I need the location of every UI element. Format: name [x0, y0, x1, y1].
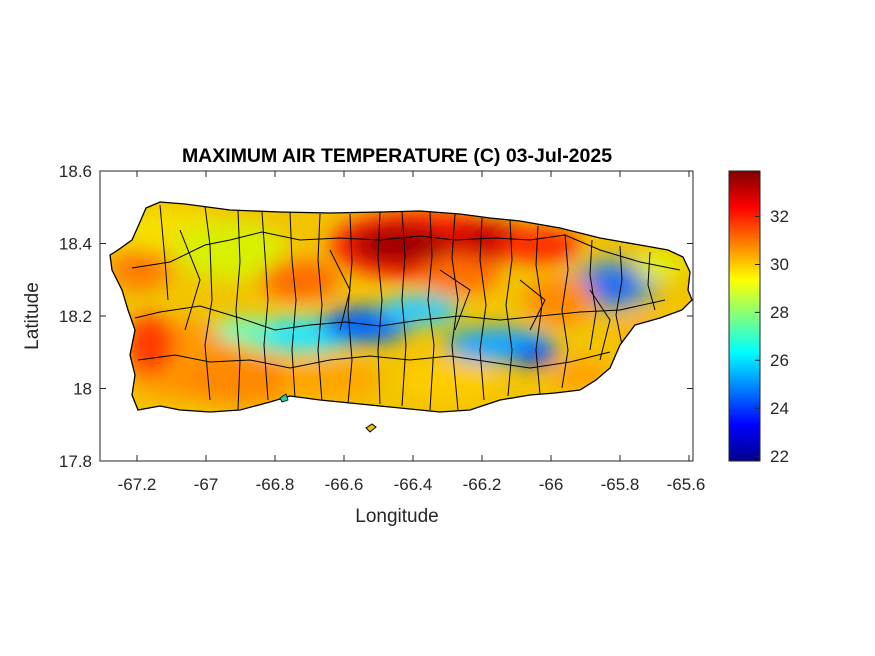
- x-axis: -67.2 -67 -66.8 -66.6 -66.4 -66.2 -66 -6…: [118, 171, 706, 494]
- y-tick-label: 18.4: [59, 235, 92, 254]
- colorbar-tick-label: 26: [770, 351, 789, 370]
- y-tick-label: 18.2: [59, 307, 92, 326]
- x-tick-label: -66: [539, 475, 564, 494]
- x-tick-label: -67: [194, 475, 219, 494]
- x-tick-label: -67.2: [118, 475, 157, 494]
- colorbar-tick-label: 28: [770, 303, 789, 322]
- colorbar: 22 24 26 28 30 32: [728, 170, 789, 466]
- chart-title: MAXIMUM AIR TEMPERATURE (C) 03-Jul-2025: [182, 145, 612, 167]
- x-tick-label: -66.2: [463, 475, 502, 494]
- x-tick-label: -66.4: [394, 475, 433, 494]
- x-tick-label: -65.8: [601, 475, 640, 494]
- x-tick-label: -65.6: [667, 475, 706, 494]
- x-tick-label: -66.8: [256, 475, 295, 494]
- x-axis-label: Longitude: [355, 506, 438, 527]
- temperature-field: [110, 202, 692, 412]
- colorbar-tick-label: 32: [770, 207, 789, 226]
- y-axis: 18.6 18.4 18.2 18 17.8: [59, 162, 693, 471]
- cay-island: [279, 393, 289, 403]
- cay-island: [365, 423, 377, 433]
- municipality-boundaries: [131, 204, 681, 411]
- y-tick-label: 18.6: [59, 162, 92, 181]
- colorbar-gradient: [728, 170, 761, 462]
- colorbar-tick-label: 22: [770, 447, 789, 466]
- y-tick-label: 17.8: [59, 452, 92, 471]
- y-axis-label: Latitude: [22, 282, 43, 350]
- colorbar-tick-label: 30: [770, 255, 789, 274]
- colorbar-tick-label: 24: [770, 399, 789, 418]
- y-tick-label: 18: [73, 380, 92, 399]
- x-tick-label: -66.6: [325, 475, 364, 494]
